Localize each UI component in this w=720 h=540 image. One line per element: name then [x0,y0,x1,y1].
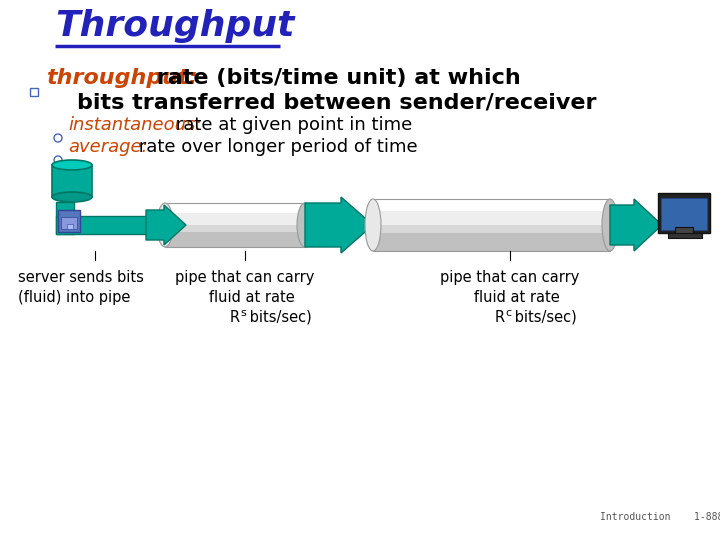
Circle shape [54,134,62,142]
Ellipse shape [52,192,92,202]
Text: Throughput: Throughput [55,9,294,43]
Bar [56,216,156,234]
Text: instantaneous:: instantaneous: [68,116,202,134]
Ellipse shape [602,199,618,251]
Text: bits/sec): bits/sec) [245,310,312,325]
Text: throughput:: throughput: [46,68,197,88]
Text: bits transferred between sender/receiver: bits transferred between sender/receiver [46,92,596,112]
Text: average:: average: [68,138,148,156]
Bar [668,233,702,238]
Ellipse shape [52,160,92,170]
Bar [373,233,610,251]
Bar [165,225,305,232]
Text: R: R [495,310,505,325]
Text: rate (bits/time unit) at which: rate (bits/time unit) at which [149,68,521,88]
Ellipse shape [157,203,173,247]
Bar [56,202,74,234]
Bar [675,227,693,235]
Text: c: c [505,308,511,318]
Bar [52,165,92,197]
Bar [61,217,77,229]
Bar [165,232,305,247]
Text: pipe that can carry
   fluid at rate: pipe that can carry fluid at rate [441,270,580,305]
FancyArrow shape [146,205,186,245]
Text: Introduction    1-888: Introduction 1-888 [600,512,720,522]
Bar [373,225,610,233]
Bar [661,198,707,230]
Text: server sends bits
(fluid) into pipe: server sends bits (fluid) into pipe [18,270,144,305]
Text: R: R [230,310,240,325]
Bar [373,199,610,251]
Ellipse shape [297,203,313,247]
Bar [165,213,305,225]
Ellipse shape [365,199,381,251]
Circle shape [54,156,62,164]
Text: pipe that can carry
   fluid at rate: pipe that can carry fluid at rate [175,270,315,305]
Bar [373,211,610,225]
Bar [30,88,38,96]
Text: rate over longer period of time: rate over longer period of time [133,138,418,156]
Text: bits/sec): bits/sec) [510,310,577,325]
FancyArrow shape [610,199,662,251]
Bar [165,203,305,247]
FancyArrow shape [305,197,373,253]
Text: rate at given point in time: rate at given point in time [170,116,413,134]
Bar [67,224,73,229]
Text: s: s [240,308,246,318]
Bar [58,210,80,232]
Bar [658,193,710,233]
